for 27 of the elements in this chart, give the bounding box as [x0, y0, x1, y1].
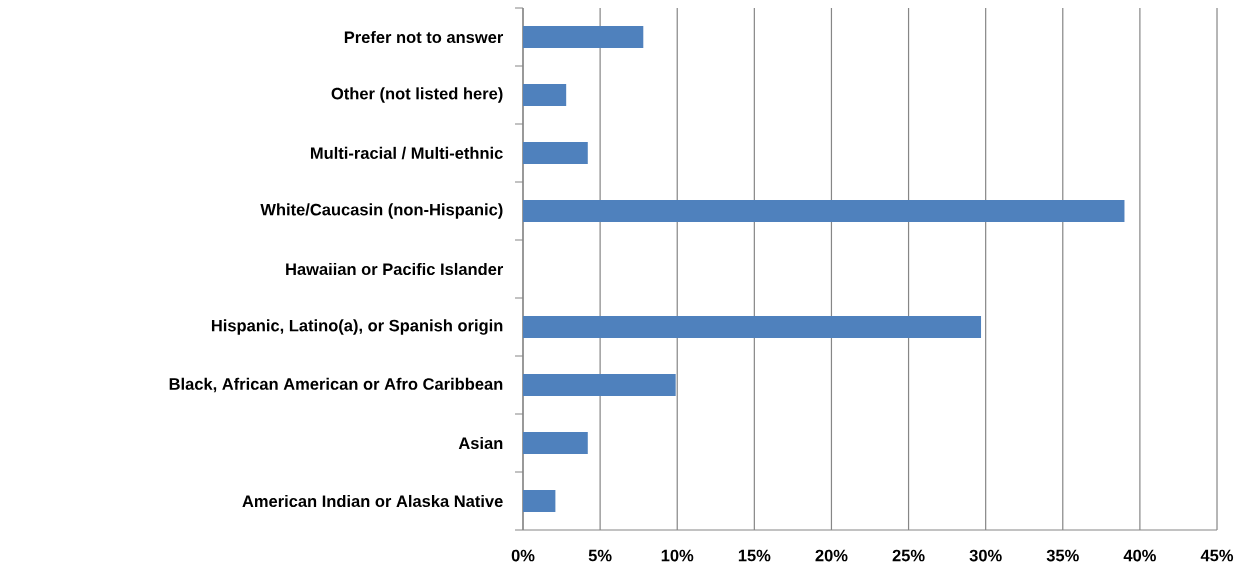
x-tick-label: 20% — [815, 549, 848, 562]
bar — [523, 432, 588, 454]
x-tick-label: 30% — [969, 549, 1002, 562]
x-tick-label: 15% — [738, 549, 771, 562]
y-tick-label: American Indian or Alaska Native — [242, 494, 503, 508]
x-tick-label: 0% — [511, 549, 535, 562]
y-tick-label: Hawaiian or Pacific Islander — [286, 262, 504, 276]
y-tick-label: Black, African American or Afro Caribbean — [169, 377, 503, 393]
y-tick-label: Prefer not to answer — [344, 30, 504, 44]
x-tick-label: 5% — [588, 549, 612, 562]
bar — [523, 26, 644, 49]
y-tick-label: Hispanic, Latino(a), or Spanish origin — [211, 319, 503, 335]
x-tick-label: 10% — [661, 549, 694, 562]
x-tick-label: 25% — [892, 549, 925, 562]
bar — [523, 200, 1125, 222]
y-tick-label: Asian — [458, 436, 503, 450]
y-tick-label: White/Caucasin (non-Hispanic) — [260, 203, 503, 219]
bar — [523, 84, 567, 107]
y-tick-label: Multi-racial / Multi-ethnic — [310, 146, 503, 160]
x-tick-label: 45% — [1200, 549, 1234, 562]
x-tick-label: 35% — [1046, 549, 1079, 562]
bar — [523, 142, 588, 165]
bar — [523, 374, 676, 396]
x-tick-label: 40% — [1123, 549, 1156, 562]
bar — [523, 490, 556, 512]
y-tick-label: Other (not listed here) — [331, 87, 503, 103]
bar — [523, 316, 982, 338]
